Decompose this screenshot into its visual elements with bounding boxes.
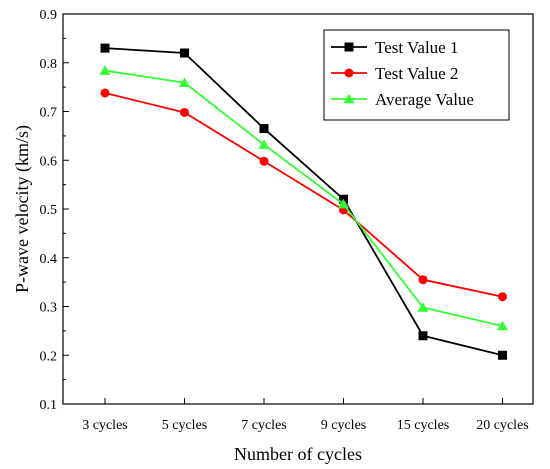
data-point — [418, 275, 428, 285]
y-tick-label: 0.5 — [40, 203, 58, 218]
legend-label: Test Value 2 — [375, 64, 458, 83]
legend-box — [323, 29, 510, 121]
data-point — [179, 77, 190, 88]
data-point — [100, 88, 110, 98]
series-3 — [99, 65, 508, 331]
y-tick-label: 0.3 — [40, 301, 58, 316]
data-point — [418, 331, 428, 341]
y-tick-label: 0.7 — [40, 106, 58, 121]
series-line — [104, 92, 503, 298]
data-point — [338, 198, 349, 209]
data-point — [497, 320, 508, 331]
y-tick-label: 0.8 — [40, 57, 58, 72]
data-point — [100, 43, 110, 53]
x-tick-label: 15 cycles — [397, 418, 449, 433]
y-tick-label: 0.9 — [40, 8, 58, 23]
x-tick-label: 7 cycles — [241, 418, 286, 433]
legend-marker — [344, 68, 354, 78]
data-point — [498, 350, 507, 360]
series-2 — [100, 88, 507, 302]
data-point — [99, 65, 111, 75]
y-tick-label: 0.4 — [40, 252, 58, 267]
data-point — [498, 292, 507, 302]
y-tick-label: 0.2 — [40, 349, 58, 364]
x-axis-title: Number of cycles — [234, 444, 362, 464]
x-tick-label: 20 cycles — [476, 418, 528, 433]
legend-marker — [343, 93, 355, 104]
data-point — [259, 124, 269, 134]
legend-marker — [344, 42, 354, 52]
data-point — [180, 48, 189, 58]
data-point — [258, 139, 270, 149]
y-tick-label: 0.6 — [40, 154, 58, 169]
legend-item: Average Value — [331, 90, 474, 109]
legend-label: Average Value — [375, 90, 474, 109]
data-point — [417, 302, 429, 312]
legend-label: Test Value 1 — [375, 38, 458, 57]
x-tick-label: 3 cycles — [82, 418, 127, 433]
x-tick-label: 9 cycles — [321, 418, 366, 433]
series-line — [104, 47, 503, 357]
data-point — [259, 156, 269, 166]
data-point — [180, 107, 189, 117]
series-line — [104, 69, 503, 327]
legend-item: Test Value 1 — [331, 38, 458, 57]
y-axis-title: P-wave velocity (km/s) — [12, 125, 33, 293]
legend-item: Test Value 2 — [331, 64, 458, 83]
x-tick-label: 5 cycles — [162, 418, 207, 433]
y-tick-label: 0.1 — [40, 398, 58, 413]
